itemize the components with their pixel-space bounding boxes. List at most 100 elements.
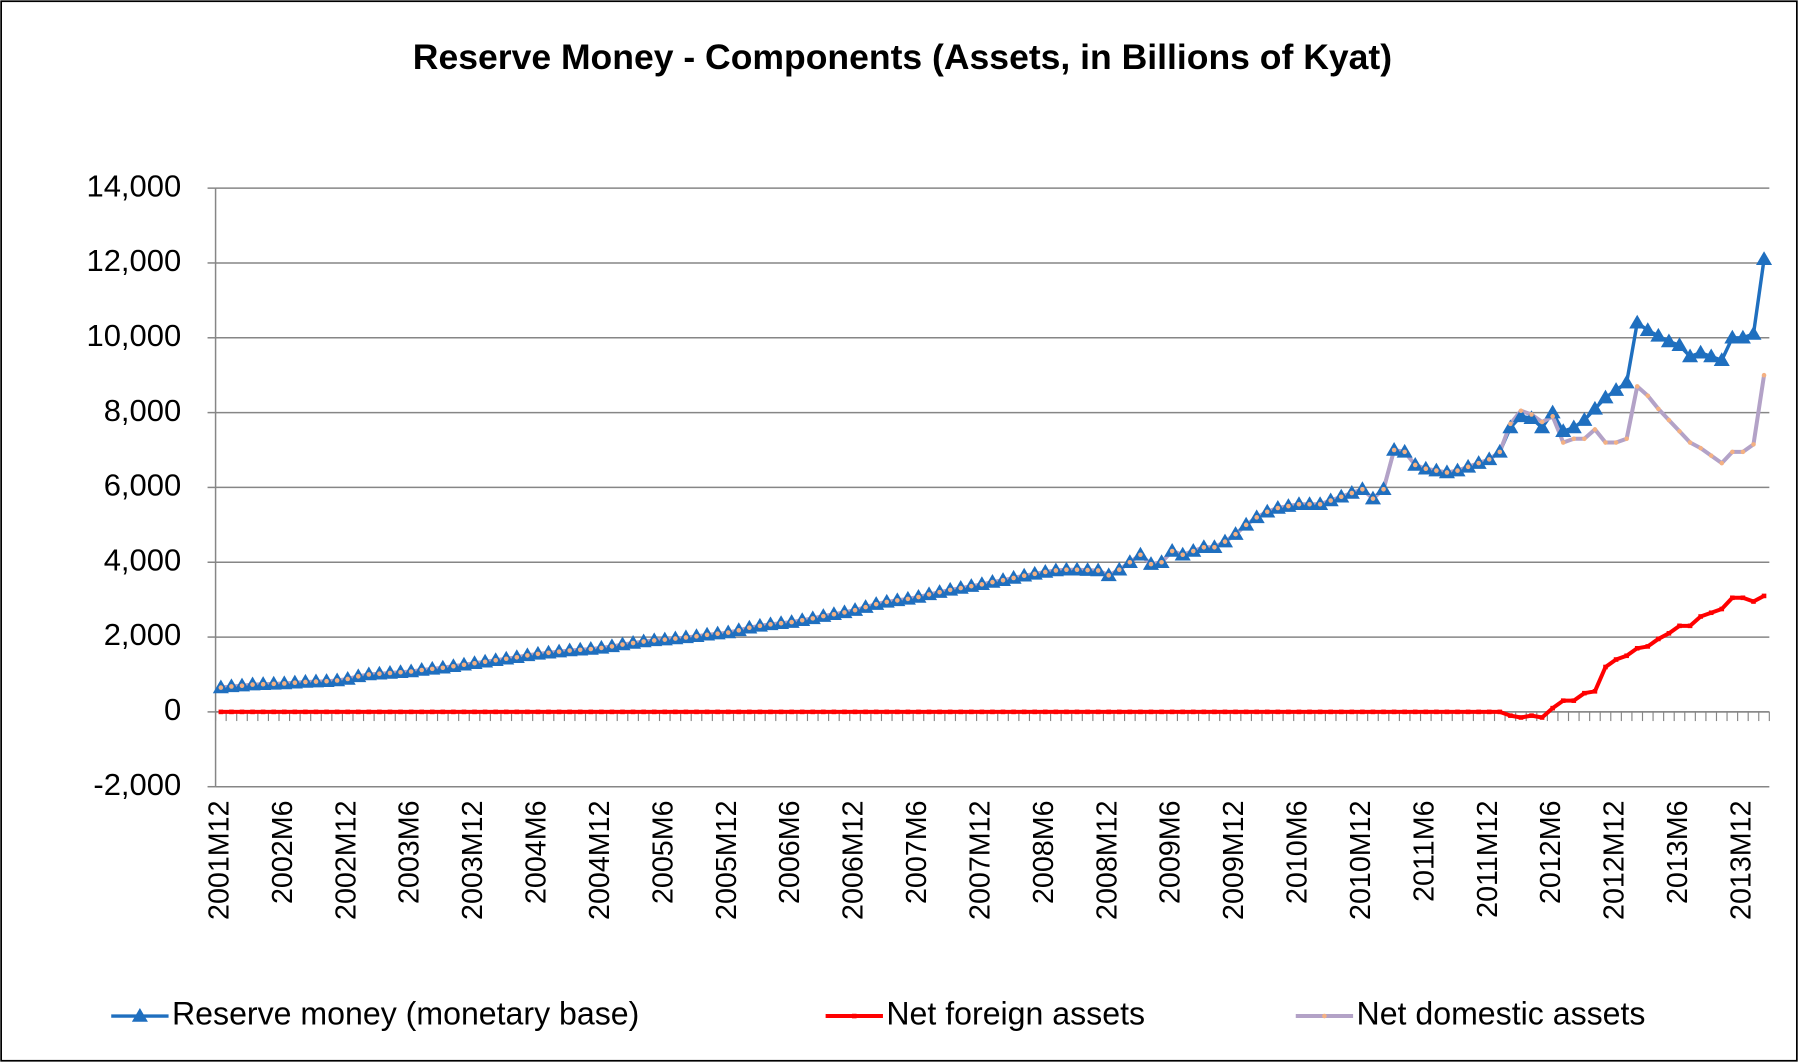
data-point [461, 662, 467, 668]
data-point [821, 709, 826, 715]
data-point [588, 709, 594, 715]
data-point [1032, 709, 1038, 715]
data-point [1317, 501, 1323, 507]
data-point [609, 644, 615, 649]
data-point [482, 659, 488, 665]
data-point [630, 709, 636, 715]
data-point [757, 623, 763, 629]
x-tick-label: 2006M12 [838, 800, 870, 920]
data-point [1127, 709, 1133, 715]
data-point [1656, 636, 1661, 642]
data-point [366, 709, 372, 715]
data-point [1328, 709, 1333, 715]
data-point [1465, 464, 1471, 470]
data-point [1296, 709, 1302, 715]
data-point [313, 679, 319, 684]
data-point [461, 709, 467, 715]
data-point [852, 607, 858, 613]
data-point [1021, 573, 1027, 579]
chart-title: Reserve Money - Components (Assets, in B… [413, 37, 1392, 77]
data-point [588, 646, 594, 652]
data-point [1555, 423, 1572, 438]
data-point [725, 709, 731, 715]
data-point [1497, 709, 1503, 715]
data-point [1423, 709, 1429, 715]
data-point [1486, 709, 1492, 715]
data-point [1370, 496, 1376, 501]
x-tick-label: 2007M6 [901, 800, 933, 904]
data-point [715, 631, 720, 636]
data-point [324, 678, 329, 684]
data-point [1381, 487, 1386, 492]
data-point [1032, 571, 1038, 577]
data-point [1338, 709, 1344, 715]
data-point [482, 709, 488, 715]
data-point [1476, 709, 1481, 715]
data-point [1286, 709, 1291, 715]
data-point [1402, 449, 1407, 455]
data-point [1512, 408, 1529, 423]
data-point [715, 709, 720, 715]
data-point [1444, 470, 1450, 475]
data-point [218, 709, 224, 715]
data-point [863, 709, 868, 715]
data-point [1434, 709, 1439, 715]
data-point [1296, 501, 1302, 507]
x-tick-label: 2012M12 [1599, 800, 1631, 920]
data-point [1423, 466, 1429, 472]
data-point [345, 709, 350, 715]
data-point [1412, 462, 1418, 468]
data-point [1761, 593, 1767, 599]
data-point [651, 638, 657, 643]
data-point [905, 596, 911, 602]
legend-label: Net foreign assets [886, 996, 1145, 1032]
data-point [895, 598, 900, 603]
data-point [1565, 419, 1582, 434]
x-tick-label: 2001M12 [203, 800, 235, 920]
data-point [873, 709, 879, 715]
data-point [1391, 447, 1397, 453]
data-point [873, 601, 879, 607]
data-point [514, 709, 520, 715]
data-point [768, 709, 773, 715]
x-tick-label: 2006M6 [774, 800, 806, 904]
data-point [387, 670, 393, 676]
data-point [1307, 709, 1312, 715]
data-point [1106, 709, 1112, 715]
data-point [926, 709, 932, 715]
data-point [1671, 337, 1688, 351]
data-point [1455, 468, 1460, 473]
data-point [1645, 393, 1651, 399]
data-point [1286, 503, 1291, 509]
data-point [1613, 440, 1619, 445]
data-point [1730, 449, 1735, 455]
data-point [1465, 709, 1471, 715]
data-point [567, 709, 572, 715]
data-point [1085, 567, 1090, 573]
data-point [472, 660, 477, 666]
data-point [1634, 384, 1640, 389]
x-tick-label: 2008M12 [1091, 800, 1123, 920]
data-point [1000, 577, 1006, 583]
data-point [1349, 490, 1355, 496]
data-point [947, 587, 953, 593]
data-point [599, 645, 604, 651]
data-point [990, 709, 995, 715]
data-point [1582, 436, 1587, 442]
data-point [250, 709, 255, 715]
data-point [1222, 709, 1228, 715]
data-point [979, 582, 985, 587]
data-point [1751, 599, 1756, 604]
data-point [905, 709, 911, 715]
data-point [313, 709, 319, 715]
data-point [1360, 709, 1365, 715]
data-point [683, 635, 689, 640]
data-point [1338, 494, 1344, 500]
data-point [1677, 623, 1682, 629]
data-point [567, 648, 572, 653]
data-point [556, 649, 562, 654]
data-point [1639, 322, 1656, 337]
data-point [662, 709, 668, 715]
data-point [725, 630, 731, 635]
